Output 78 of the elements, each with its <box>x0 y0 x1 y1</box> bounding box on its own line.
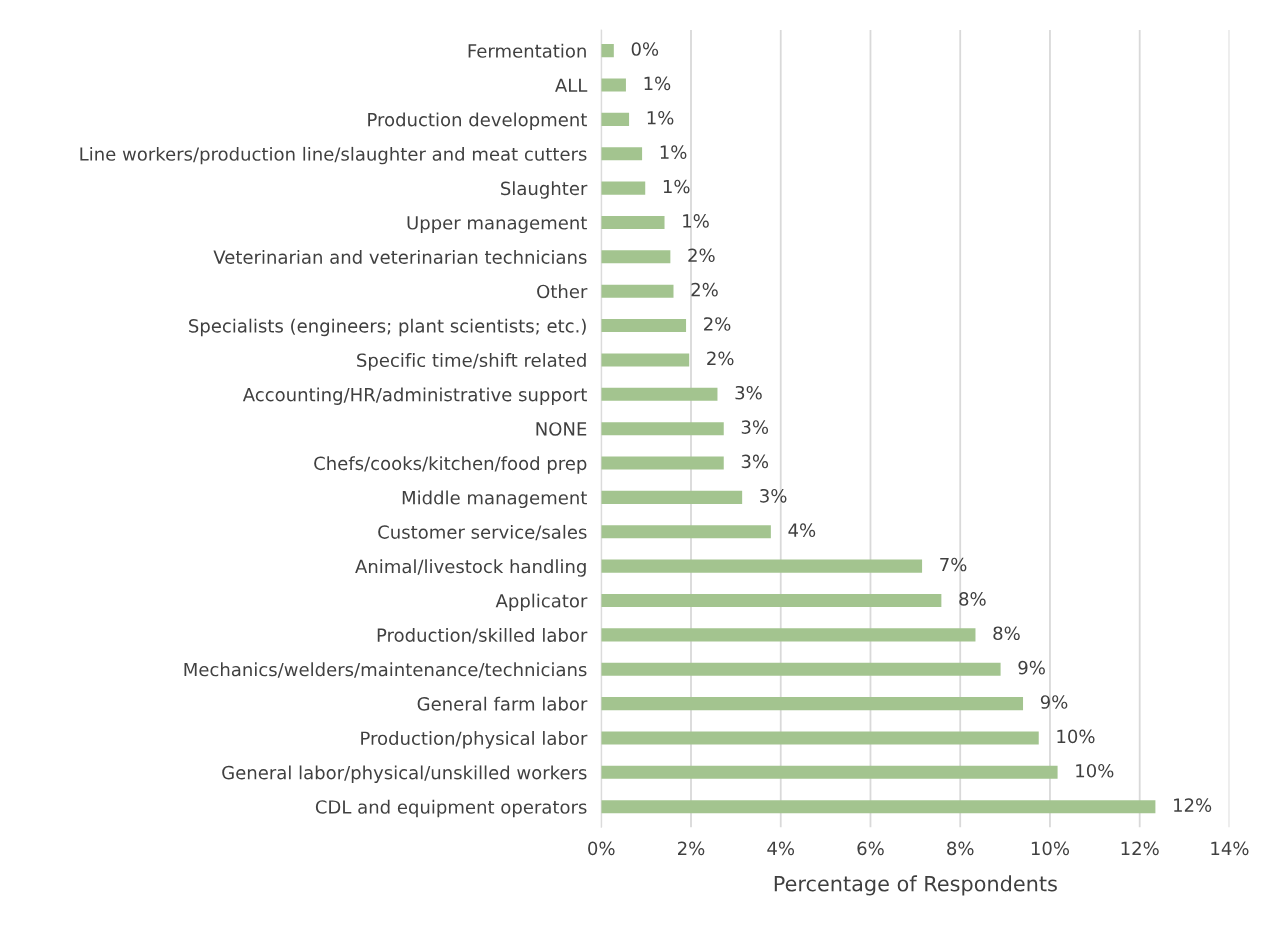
y-tick-label: Production/skilled labor <box>377 628 588 644</box>
y-tick-label: Veterinarian and veterinarian technicians <box>213 249 587 264</box>
data-label: 1% <box>660 145 687 159</box>
bar <box>601 593 942 608</box>
y-tick-label: Middle management <box>402 490 587 509</box>
bar <box>601 181 646 195</box>
bar <box>601 765 1058 779</box>
data-label: 3% <box>741 454 769 469</box>
y-tick-label: Customer service/sales <box>378 524 587 541</box>
bar <box>601 731 1039 745</box>
y-tick-label: CDL and equipment operators <box>315 799 587 818</box>
data-label: 3% <box>741 420 769 434</box>
data-label: 9% <box>1040 695 1068 709</box>
x-tick-label: 8% <box>947 841 974 856</box>
x-tick-label: 2% <box>678 841 705 856</box>
bar <box>601 628 976 642</box>
y-tick-label: Fermentation <box>468 43 586 58</box>
bar <box>601 44 614 58</box>
data-label: 0% <box>631 42 659 56</box>
y-tick-label: Mechanics/welders/maintenance/technicians <box>184 662 587 678</box>
x-tick-label: 4% <box>767 841 795 856</box>
data-label: 1% <box>663 179 690 194</box>
x-tick-label: 10% <box>1031 841 1070 856</box>
y-tick-label: Upper management <box>407 216 587 234</box>
bar <box>601 284 674 298</box>
y-tick-label: Animal/livestock handling <box>355 559 586 577</box>
y-tick-label: Applicator <box>495 593 588 612</box>
y-tick-label: Line workers/production line/slaughter and meat cutters <box>80 146 587 165</box>
bar <box>601 250 671 264</box>
data-label: 1% <box>683 214 709 228</box>
data-label: 2% <box>707 351 734 366</box>
data-label: 2% <box>704 317 731 331</box>
bar <box>601 319 687 333</box>
bar <box>601 697 1024 711</box>
y-tick-label: Specialists (engineers; plant scientists; etc.) <box>189 318 586 337</box>
data-label: 8% <box>993 626 1020 641</box>
bar <box>601 525 771 539</box>
y-tick-label: ALL <box>555 78 588 92</box>
bar <box>601 490 743 504</box>
x-tick-label: 6% <box>857 841 884 856</box>
bar <box>601 215 665 229</box>
data-label: 7% <box>940 557 967 572</box>
data-label: 8% <box>959 592 986 606</box>
y-tick-label: General labor/physical/unskilled workers <box>222 765 587 783</box>
y-tick-label: Chefs/cooks/kitchen/food prep <box>314 456 587 474</box>
data-label: 12% <box>1174 798 1212 812</box>
data-label: 3% <box>760 488 787 503</box>
bar <box>601 147 643 161</box>
x-tick-label: 14% <box>1211 841 1249 856</box>
bar <box>601 559 923 573</box>
y-tick-label: Production development <box>368 112 587 130</box>
data-label: 2% <box>688 248 715 263</box>
bar <box>601 353 690 367</box>
x-axis-title: Percentage of Respondents <box>774 875 1057 896</box>
y-tick-label: Other <box>537 284 588 299</box>
bar <box>601 112 630 126</box>
data-label: 4% <box>788 523 816 537</box>
y-tick-label: Specific time/shift related <box>357 353 586 371</box>
y-tick-label: Production/physical labor <box>361 731 588 749</box>
data-label: 9% <box>1018 660 1045 675</box>
data-label: 2% <box>691 282 718 297</box>
y-tick-label: NONE <box>536 422 587 436</box>
y-tick-label: Slaughter <box>501 181 588 199</box>
data-label: 3% <box>735 385 762 400</box>
data-label: 10% <box>1076 763 1114 778</box>
data-label: 10% <box>1057 729 1095 744</box>
data-label: 1% <box>647 110 674 125</box>
bar <box>601 422 724 436</box>
bar <box>601 78 626 92</box>
bar <box>601 387 718 401</box>
data-label: 1% <box>644 76 671 91</box>
x-tick-label: 12% <box>1121 841 1159 856</box>
y-tick-label: Accounting/HR/administrative support <box>242 387 587 405</box>
x-tick-label: 0% <box>588 841 615 856</box>
bar <box>601 456 724 470</box>
bar <box>601 800 1156 814</box>
y-tick-label: General farm labor <box>417 696 588 711</box>
bar <box>601 662 1001 676</box>
